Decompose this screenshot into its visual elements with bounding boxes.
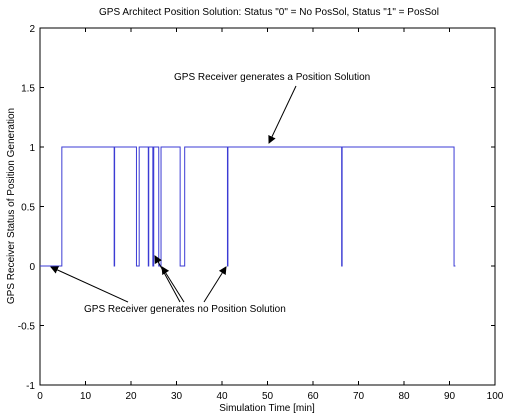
y-tick-label: 0.5 xyxy=(21,203,35,214)
y-tick-label: 0 xyxy=(29,262,35,273)
x-tick-label: 70 xyxy=(353,391,365,402)
y-axis-label: GPS Receiver Status of Position Generati… xyxy=(6,108,17,304)
annotation-no-position-solution-arrow-2 xyxy=(154,255,181,303)
x-axis-ticks: 0 10 20 30 40 50 60 70 80 90 100 xyxy=(37,28,504,402)
y-tick-label: 1 xyxy=(29,143,35,154)
x-tick-label: 40 xyxy=(216,391,228,402)
x-tick-label: 90 xyxy=(444,391,456,402)
y-tick-label: -0.5 xyxy=(18,322,36,333)
series-line xyxy=(40,146,456,267)
annotation-no-position-solution-arrow-4 xyxy=(203,266,227,303)
y-tick-label: 1.5 xyxy=(21,84,35,95)
annotation-position-solution-text: GPS Receiver generates a Position Soluti… xyxy=(174,72,370,83)
y-tick-label: 2 xyxy=(29,24,35,35)
x-tick-label: 80 xyxy=(398,391,410,402)
y-tick-label: -1 xyxy=(26,381,35,392)
annotation-no-position-solution-arrow-1 xyxy=(50,266,129,303)
x-axis-label: Simulation Time [min] xyxy=(219,403,315,414)
x-tick-label: 30 xyxy=(171,391,183,402)
annotation-position-solution: GPS Receiver generates a Position Soluti… xyxy=(174,72,370,144)
x-tick-label: 10 xyxy=(80,391,92,402)
annotation-no-position-solution-arrow-3 xyxy=(161,266,185,303)
annotation-no-position-solution: GPS Receiver generates no Position Solut… xyxy=(50,255,286,315)
x-tick-label: 0 xyxy=(37,391,43,402)
x-tick-label: 100 xyxy=(487,391,504,402)
plot-area xyxy=(39,27,496,386)
series-layer xyxy=(40,146,456,267)
chart-title: GPS Architect Position Solution: Status … xyxy=(99,7,439,18)
x-tick-label: 20 xyxy=(125,391,137,402)
x-tick-label: 60 xyxy=(307,391,319,402)
annotation-position-solution-arrow xyxy=(268,85,297,144)
annotation-no-position-solution-text: GPS Receiver generates no Position Solut… xyxy=(84,304,286,315)
x-tick-label: 50 xyxy=(262,391,274,402)
